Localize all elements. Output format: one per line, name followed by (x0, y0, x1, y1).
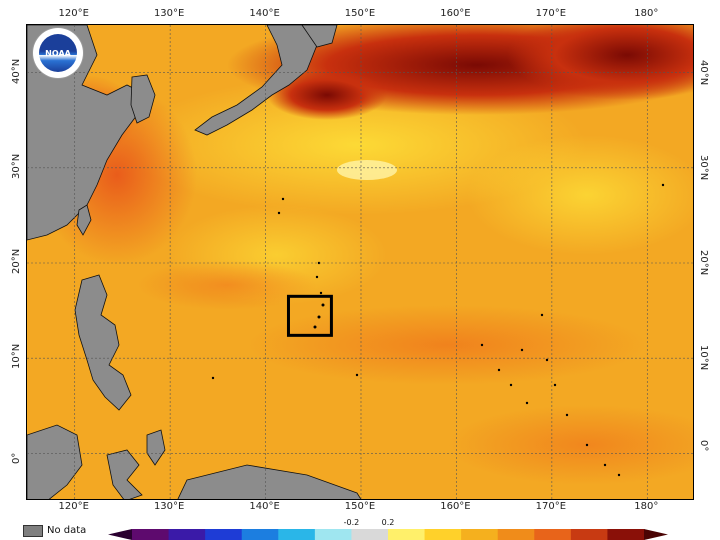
colorbar-segment (424, 529, 462, 540)
colorbar-tick-label: 0.2 (381, 518, 395, 527)
colorbar-segment (278, 529, 316, 540)
colorbar-segment (168, 529, 206, 540)
land-masses (27, 25, 362, 499)
land-korea (130, 74, 156, 124)
longitude-label-bottom: 180° (634, 501, 659, 512)
noaa-logo: NOAA (33, 28, 83, 78)
no-data-label: No data (47, 525, 87, 536)
colorbar-segment (570, 529, 608, 540)
longitude-label-bottom: 160°E (440, 501, 471, 512)
colorbar-segment (607, 529, 645, 540)
longitude-label-top: 130°E (153, 8, 185, 19)
longitude-label-bottom: 170°E (535, 501, 567, 512)
land-new-guinea (177, 464, 362, 499)
colorbar-segment (461, 529, 499, 540)
latitude-label-left: 0° (11, 453, 22, 465)
land-sulawesi (106, 449, 143, 499)
colorbar-segment (497, 529, 535, 540)
colorbar-tick-label: -0.2 (343, 518, 360, 527)
latitude-label-right: 0° (698, 440, 709, 452)
colorbar-segment (205, 529, 243, 540)
latitude-label-right: 20°N (698, 250, 709, 276)
colorbar-segment (241, 529, 279, 540)
latitude-label-right: 30°N (698, 154, 709, 181)
land-japan (194, 25, 318, 136)
longitude-label-top: 120°E (58, 8, 89, 19)
colorbar-segment (132, 529, 170, 540)
longitude-label-bottom: 120°E (58, 501, 89, 512)
land-halmahera (146, 429, 166, 466)
longitude-label-top: 180° (634, 8, 659, 19)
longitude-label-top: 140°E (249, 8, 280, 19)
longitude-label-bottom: 130°E (153, 501, 185, 512)
map-canvas (27, 25, 693, 499)
longitude-label-bottom: 150°E (344, 501, 376, 512)
longitude-label-top: 150°E (344, 8, 376, 19)
highlight-box (286, 294, 333, 337)
latitude-label-right: 10°N (698, 345, 709, 371)
latitude-label-left: 20°N (11, 248, 22, 274)
longitude-label-bottom: 140°E (249, 501, 280, 512)
noaa-logo-emblem: NOAA (39, 34, 77, 72)
longitude-label-top: 160°E (440, 8, 471, 19)
land-taiwan (76, 204, 92, 236)
no-data-swatch (23, 525, 43, 537)
small-islands (211, 183, 665, 477)
colorbar-segment (351, 529, 389, 540)
longitude-label-top: 170°E (535, 8, 567, 19)
colorbar-segment (388, 529, 426, 540)
noaa-logo-text: NOAA (45, 49, 71, 58)
colorbar (108, 529, 668, 540)
gridlines (27, 25, 693, 499)
latitude-label-left: 30°N (11, 153, 22, 179)
latitude-label-left: 40°N (11, 58, 22, 84)
colorbar-segment (314, 529, 352, 540)
latitude-label-left: 10°N (11, 343, 22, 370)
colorbar-segment (534, 529, 572, 540)
land-philippines (74, 274, 132, 411)
land-hokkaido (301, 25, 338, 48)
colorbar-high-arrow (644, 529, 668, 540)
latitude-label-right: 40°N (698, 59, 709, 85)
sst-anomaly-map: NOAA (26, 24, 694, 500)
land-asia-mainland (27, 25, 148, 241)
colorbar-low-arrow (108, 529, 132, 540)
